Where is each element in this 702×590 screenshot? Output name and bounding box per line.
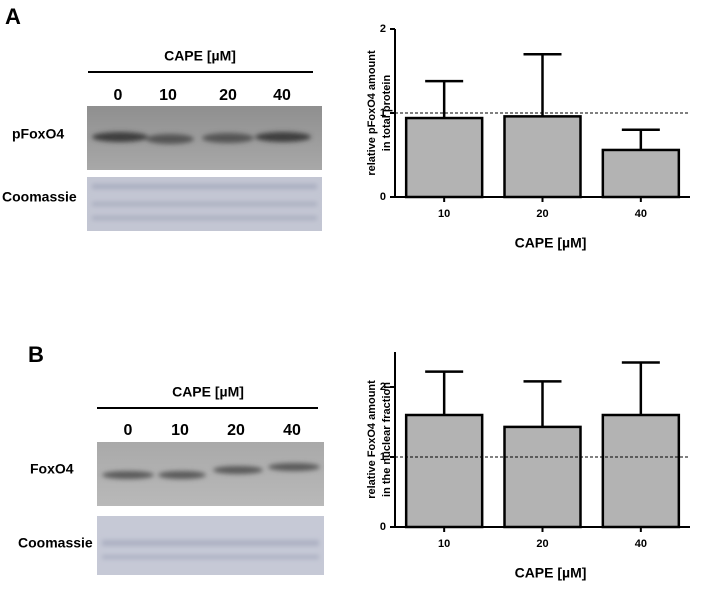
lane-label: 10: [171, 422, 189, 439]
bar: [404, 116, 484, 199]
lane-label: 20: [227, 422, 245, 439]
coomassie-bands: [92, 184, 317, 220]
panel-label: A: [5, 4, 21, 29]
lane-label: 40: [283, 422, 301, 439]
x-tick-label: 10: [438, 208, 450, 220]
x-tick-label: 40: [635, 538, 647, 550]
y-tick-label: 2: [380, 23, 386, 35]
y-tick-label: 1: [380, 451, 386, 463]
blot-header: CAPE [µM]: [172, 384, 244, 400]
x-axis-label: CAPE [µM]: [515, 235, 587, 251]
bar: [601, 148, 681, 199]
bar: [503, 115, 582, 199]
bands: [102, 463, 320, 479]
lane-label: 20: [219, 87, 237, 104]
y-tick-label: 0: [380, 191, 386, 203]
lane-label: 10: [159, 87, 177, 104]
row-label: pFoxO4: [12, 126, 64, 142]
row-label: Coomassie: [18, 535, 93, 551]
bar: [601, 413, 681, 529]
x-axis-label: CAPE [µM]: [515, 565, 587, 581]
x-tick-label: 10: [438, 538, 450, 550]
bands: [92, 132, 311, 144]
bar: [503, 425, 582, 529]
y-tick-label: 0: [380, 521, 386, 533]
x-tick-label: 20: [536, 208, 548, 220]
row-label: FoxO4: [30, 461, 74, 477]
lane-label: 0: [114, 87, 123, 104]
row-label: Coomassie: [2, 189, 77, 205]
y-axis-label: relative pFoxO4 amount: [366, 50, 378, 176]
y-axis-label: in the nuclear fraction: [381, 382, 393, 497]
coomassie-bands: [102, 540, 319, 559]
blot-header: CAPE [µM]: [164, 48, 236, 64]
bar: [404, 413, 484, 529]
y-axis-label: in total protein: [381, 75, 393, 152]
panel-label: B: [28, 342, 44, 367]
y-tick-label: 1: [380, 107, 386, 119]
y-axis-label: relative FoxO4 amount: [366, 380, 378, 499]
y-tick-label: 2: [380, 381, 386, 393]
x-tick-label: 40: [635, 208, 647, 220]
lane-label: 0: [124, 422, 133, 439]
x-tick-label: 20: [536, 538, 548, 550]
lane-label: 40: [273, 87, 291, 104]
